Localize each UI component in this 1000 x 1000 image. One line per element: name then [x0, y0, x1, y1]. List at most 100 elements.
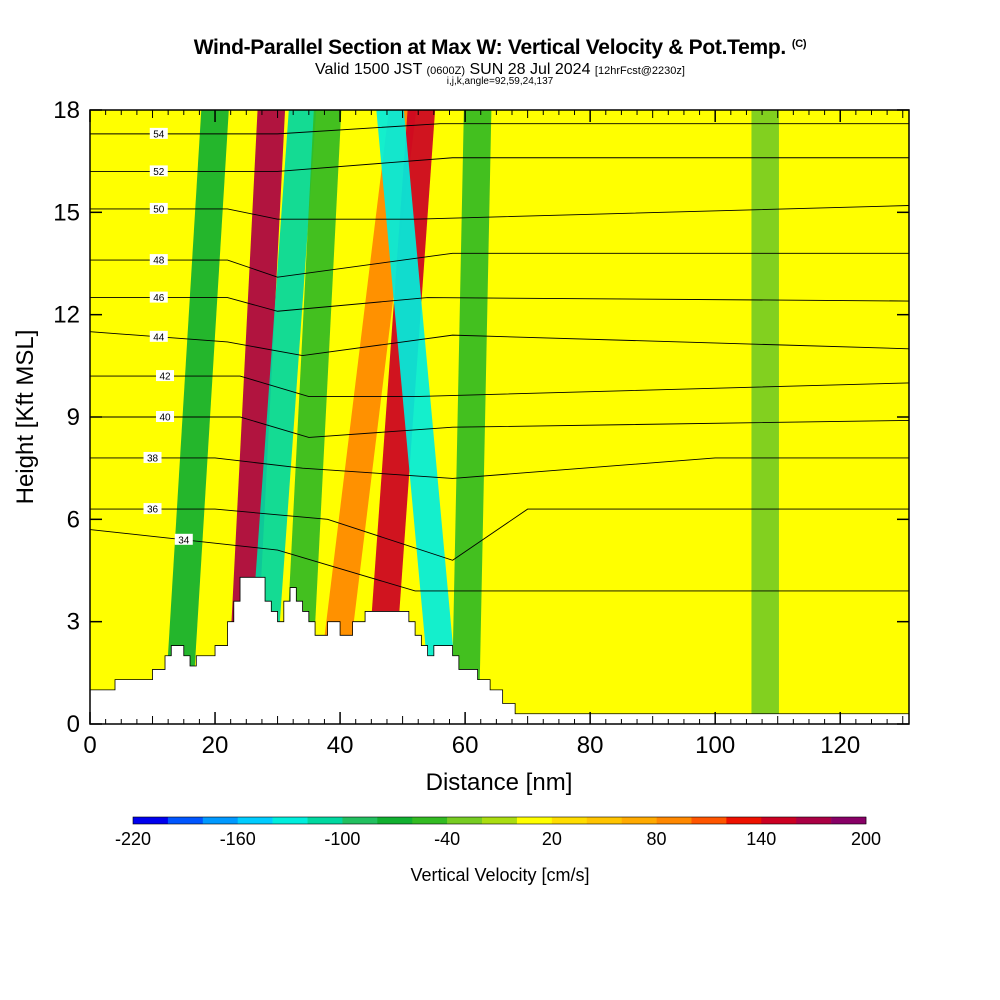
colorbar-swatch-17 — [726, 817, 762, 824]
valid-date: SUN 28 Jul 2024 — [469, 61, 591, 78]
isentrope-label-38: 38 — [147, 453, 159, 464]
valid-text: Valid 1500 JST — [315, 61, 423, 78]
colorbar-swatch-14 — [621, 817, 657, 824]
y-tick-label-3: 3 — [67, 609, 80, 636]
isentrope-label-bg-48 — [149, 254, 168, 266]
isentrope-38 — [90, 457, 909, 479]
isentrope-label-48: 48 — [153, 256, 165, 267]
colorbar-tick-200: 200 — [851, 829, 881, 849]
colorbar-tick--100: -100 — [324, 829, 360, 849]
wind-band-1 — [245, 110, 317, 724]
wind-band-0 — [226, 110, 286, 724]
isentrope-label-bg-46 — [149, 291, 168, 303]
y-tick-label-18: 18 — [53, 97, 80, 124]
y-tick-label-12: 12 — [53, 302, 80, 329]
x-tick-label-40: 40 — [327, 732, 354, 759]
x-tick-label-60: 60 — [452, 732, 479, 759]
colorbar-swatch-4 — [272, 817, 308, 824]
colorbar-tick--220: -220 — [115, 829, 151, 849]
colorbar-outline — [132, 816, 867, 825]
isentrope-50 — [90, 205, 909, 220]
colorbar-swatch-5 — [307, 817, 343, 824]
isentrope-label-bg-40 — [156, 411, 175, 422]
x-tick-label-100: 100 — [695, 732, 735, 759]
colorbar-swatch-8 — [412, 817, 448, 824]
isentrope-label-52: 52 — [153, 167, 165, 178]
plot-area: 34 36 38 40 42 44 46 48 50 52 54 — [90, 110, 909, 724]
isentrope-label-bg-34 — [174, 533, 193, 545]
isentrope-label-bg-54 — [149, 127, 168, 139]
y-axis-label: Height [Kft MSL] — [12, 330, 39, 505]
chart-title-text: Wind-Parallel Section at Max W: Vertical… — [193, 36, 787, 59]
wind-band-3 — [282, 110, 342, 724]
colorbar: -220 -160 -100 -40 20 80 140 200 — [115, 816, 881, 849]
wind-band-6 — [376, 110, 461, 724]
x-tick-label-120: 120 — [820, 732, 860, 759]
isentrope-48 — [90, 252, 909, 278]
colorbar-swatch-1 — [167, 817, 204, 824]
isentrope-label-44: 44 — [153, 332, 165, 343]
wind-band-8 — [751, 110, 779, 724]
colorbar-swatch-12 — [551, 817, 588, 824]
vertical-velocity-field — [163, 110, 779, 724]
colorbar-tick--160: -160 — [220, 829, 256, 849]
isentrope-label-bg-38 — [143, 451, 162, 463]
isentrope-label-46: 46 — [153, 293, 165, 304]
isentrope-label-50: 50 — [153, 204, 165, 215]
colorbar-swatch-7 — [377, 817, 413, 824]
colorbar-swatch-15 — [656, 817, 692, 824]
isentrope-42 — [90, 375, 909, 397]
y-tick-label-6: 6 — [67, 506, 80, 533]
isentrope-label-bg-36 — [143, 503, 162, 515]
chart-title: Wind-Parallel Section at Max W: Vertical… — [0, 36, 1000, 60]
contour-labels: 34 36 38 40 42 44 46 48 50 52 54 — [143, 127, 193, 546]
isentrope-46 — [90, 297, 909, 312]
colorbar-swatch-0 — [133, 817, 169, 824]
isentrope-52 — [90, 157, 909, 172]
colorbar-swatch-20 — [831, 817, 867, 824]
isentrope-label-bg-42 — [156, 370, 175, 382]
colorbar-swatch-6 — [342, 817, 378, 824]
isentrope-label-40: 40 — [159, 413, 171, 424]
colorbar-swatch-18 — [761, 817, 797, 824]
colorbar-swatch-13 — [586, 817, 622, 824]
colorbar-swatch-11 — [516, 817, 553, 824]
forecast-info: [12hrFcst@2230z] — [594, 65, 685, 77]
wind-band-7 — [451, 110, 492, 724]
y-tick-label-15: 15 — [53, 199, 80, 226]
isentrope-label-54: 54 — [153, 129, 165, 140]
isentrope-label-34: 34 — [178, 535, 190, 546]
colorbar-tick-20: 20 — [542, 829, 562, 849]
grid-indices: i,j,k,angle=92,59,24,137 — [446, 76, 554, 87]
isentrope-40 — [90, 416, 909, 438]
y-tick-label-0: 0 — [67, 711, 80, 738]
colorbar-swatch-19 — [796, 817, 832, 824]
colorbar-tick-80: 80 — [647, 829, 667, 849]
isentrope-label-42: 42 — [159, 372, 171, 383]
isentrope-label-bg-44 — [149, 330, 168, 342]
valid-utc: (0600Z) — [426, 65, 466, 77]
valid-time-line: Valid 1500 JST (0600Z) SUN 28 Jul 2024 [… — [0, 61, 1000, 79]
isentrope-label-36: 36 — [147, 505, 159, 516]
colorbar-swatch-9 — [447, 817, 483, 824]
colorbar-swatch-10 — [482, 817, 518, 824]
isentrope-44 — [90, 331, 909, 357]
terrain-profile — [90, 576, 909, 724]
isentrope-36 — [90, 508, 909, 561]
x-tick-label-0: 0 — [83, 732, 96, 759]
colorbar-tick-140: 140 — [746, 829, 776, 849]
colorbar-tick--40: -40 — [434, 829, 460, 849]
colorbar-swatch-2 — [202, 817, 239, 824]
x-axis-label: Distance [nm] — [426, 769, 573, 796]
isentrope-54 — [90, 123, 909, 135]
x-tick-label-20: 20 — [202, 732, 229, 759]
chart-title-mark: (C) — [791, 38, 807, 50]
x-tick-label-80: 80 — [577, 732, 604, 759]
isentrope-label-bg-50 — [149, 202, 168, 214]
y-tick-label-9: 9 — [67, 404, 80, 431]
isentrope-label-bg-52 — [149, 165, 168, 177]
colorbar-label: Vertical Velocity [cm/s] — [410, 865, 589, 885]
colorbar-swatch-16 — [691, 817, 727, 824]
